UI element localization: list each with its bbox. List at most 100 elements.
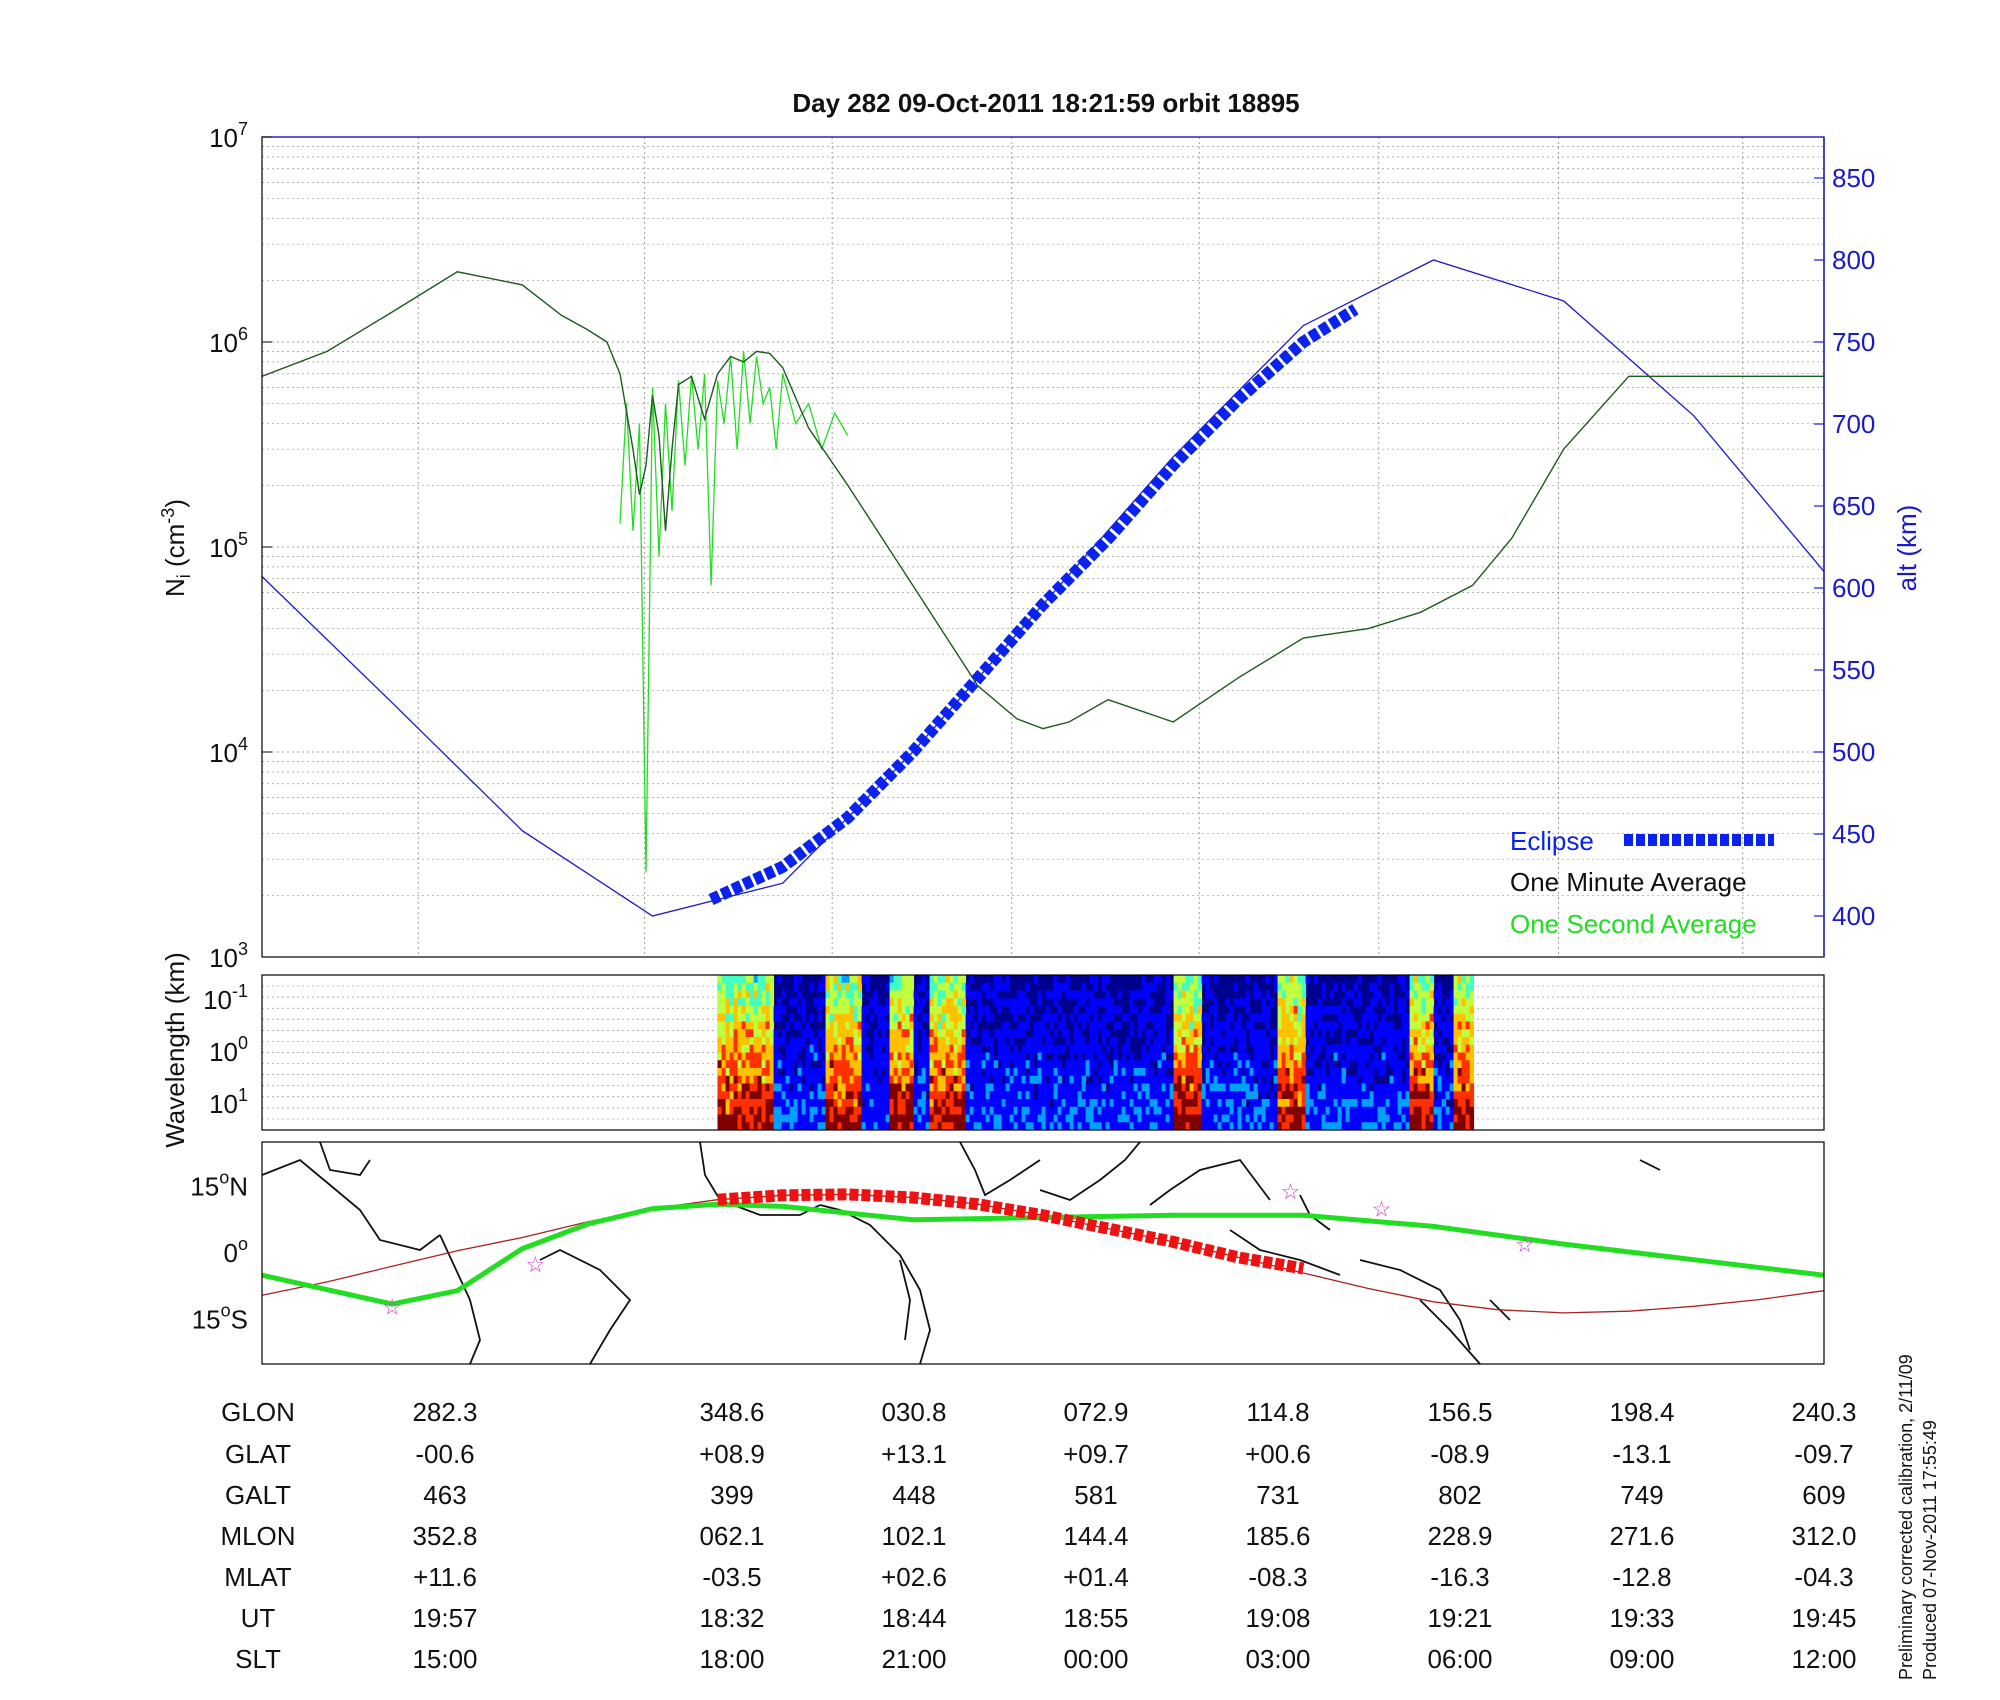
heatmap-cell — [945, 975, 951, 984]
heatmap-cell — [1129, 1099, 1135, 1108]
heatmap-cell — [1313, 1068, 1319, 1077]
heatmap-cell — [1425, 1106, 1431, 1115]
heatmap-cell — [733, 1021, 739, 1030]
heatmap-cell — [933, 1044, 939, 1053]
heatmap-cell — [1185, 1106, 1191, 1115]
heatmap-cell — [1429, 990, 1435, 999]
heatmap-cell — [1217, 1037, 1223, 1046]
heatmap-cell — [893, 1029, 899, 1038]
heatmap-cell — [1289, 1122, 1295, 1131]
heatmap-cell — [1137, 990, 1143, 999]
heatmap-cell — [1357, 990, 1363, 999]
heatmap-cell — [1249, 1091, 1255, 1100]
heatmap-cell — [1385, 1122, 1391, 1131]
heatmap-cell — [1449, 1060, 1455, 1069]
coastline — [959, 1141, 1041, 1197]
heatmap-cell — [753, 1091, 759, 1100]
heatmap-cell — [861, 1013, 867, 1022]
heatmap-cell — [925, 1068, 931, 1077]
heatmap-cell — [917, 1068, 923, 1077]
heatmap-cell — [973, 1122, 979, 1131]
coastline — [1419, 1299, 1481, 1365]
heatmap-cell — [1185, 975, 1191, 984]
heatmap-cell — [1157, 1068, 1163, 1077]
heatmap-cell — [1397, 1122, 1403, 1131]
heatmap-cell — [1333, 1114, 1339, 1123]
footnote-produced: Produced 07-Nov-2011 17:55:49 — [1920, 1420, 1940, 1680]
heatmap-cell — [1169, 1037, 1175, 1046]
heatmap-cell — [1049, 1068, 1055, 1077]
heatmap-cell — [1089, 1091, 1095, 1100]
heatmap-cell — [1225, 1122, 1231, 1131]
heatmap-cell — [1365, 1044, 1371, 1053]
heatmap-cell — [1205, 1091, 1211, 1100]
heatmap-cell — [1337, 1091, 1343, 1100]
heatmap-cell — [1145, 1029, 1151, 1038]
heatmap-cell — [1169, 1044, 1175, 1053]
heatmap-cell — [1021, 1052, 1027, 1061]
heatmap-cell — [1177, 1099, 1183, 1108]
heatmap-cell — [1393, 1099, 1399, 1108]
heatmap-cell — [881, 1091, 887, 1100]
heatmap-cell — [717, 1091, 723, 1100]
heatmap-cell — [993, 982, 999, 991]
heatmap-cell — [945, 1068, 951, 1077]
heatmap-cell — [1049, 1037, 1055, 1046]
heatmap-cell — [1025, 998, 1031, 1007]
heatmap-cell — [1105, 1075, 1111, 1084]
heatmap-cell — [853, 982, 859, 991]
heatmap-cell — [1361, 1044, 1367, 1053]
heatmap-cell — [1145, 1075, 1151, 1084]
heatmap-cell — [741, 1068, 747, 1077]
heatmap-cell — [1133, 1083, 1139, 1092]
heatmap-cell — [1069, 1060, 1075, 1069]
heatmap-cell — [1177, 1114, 1183, 1123]
heatmap-cell — [1041, 1091, 1047, 1100]
heatmap-cell — [1285, 1006, 1291, 1015]
heatmap-cell — [1457, 990, 1463, 999]
heatmap-cell — [1045, 1044, 1051, 1053]
heatmap-cell — [1397, 1060, 1403, 1069]
heatmap-cell — [805, 1106, 811, 1115]
heatmap-cell — [1049, 1021, 1055, 1030]
heatmap-cell — [953, 982, 959, 991]
heatmap-cell — [873, 1052, 879, 1061]
heatmap-cell — [805, 1021, 811, 1030]
heatmap-cell — [1137, 1075, 1143, 1084]
heatmap-cell — [1141, 1091, 1147, 1100]
heatmap-cell — [837, 1122, 843, 1131]
heatmap-cell — [1165, 1044, 1171, 1053]
heatmap-cell — [1409, 975, 1415, 984]
heatmap-cell — [741, 1006, 747, 1015]
heatmap-cell — [1209, 1091, 1215, 1100]
heatmap-cell — [897, 1013, 903, 1022]
heatmap-cell — [789, 1106, 795, 1115]
heatmap-cell — [1125, 1075, 1131, 1084]
heatmap-cell — [1393, 1052, 1399, 1061]
coastline — [439, 1234, 481, 1365]
heatmap-cell — [1349, 1044, 1355, 1053]
heatmap-cell — [1433, 1029, 1439, 1038]
heatmap-cell — [1005, 982, 1011, 991]
heatmap-cell — [1461, 1106, 1467, 1115]
heatmap-cell — [1237, 1075, 1243, 1084]
heatmap-cell — [965, 1044, 971, 1053]
heatmap-cell — [1049, 1106, 1055, 1115]
heatmap-cell — [1317, 1099, 1323, 1108]
heatmap-cell — [949, 1068, 955, 1077]
heatmap-cell — [933, 1060, 939, 1069]
heatmap-cell — [1057, 1106, 1063, 1115]
heatmap-cell — [997, 1083, 1003, 1092]
heatmap-cell — [1377, 1099, 1383, 1108]
heatmap-cell — [793, 1099, 799, 1108]
heatmap-cell — [1285, 1052, 1291, 1061]
heatmap-cell — [725, 990, 731, 999]
heatmap-cell — [1189, 1099, 1195, 1108]
heatmap-cell — [769, 1021, 775, 1030]
table-cell: 448 — [892, 1480, 935, 1510]
heatmap-cell — [749, 1068, 755, 1077]
heatmap-cell — [1141, 990, 1147, 999]
heatmap-cell — [969, 1091, 975, 1100]
density-tick-label: 104 — [209, 734, 248, 768]
heatmap-cell — [1449, 998, 1455, 1007]
